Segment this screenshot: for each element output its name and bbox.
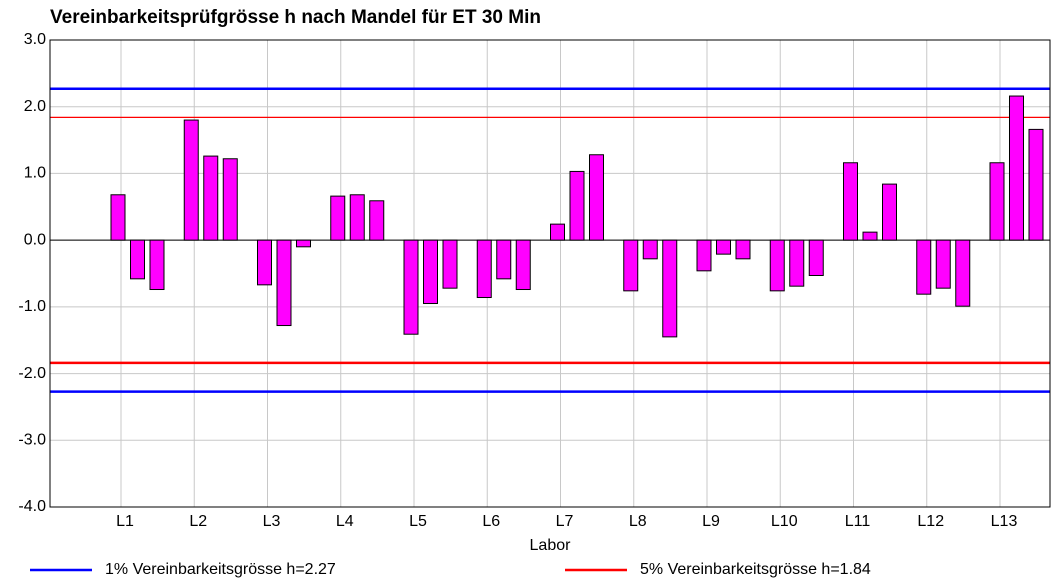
y-tick-label: -4.0 — [18, 498, 46, 515]
bar — [222, 158, 238, 241]
x-tick-label: L2 — [189, 513, 207, 530]
y-tick-label: -3.0 — [18, 432, 46, 449]
y-tick-label: 3.0 — [24, 31, 46, 48]
bar — [989, 162, 1005, 241]
y-tick-label: 1.0 — [24, 165, 46, 182]
bar — [589, 154, 604, 241]
bar — [696, 239, 712, 272]
x-tick-label: L4 — [336, 513, 354, 530]
bar — [1009, 95, 1024, 241]
bar — [569, 170, 585, 241]
bar — [623, 239, 639, 292]
bar — [515, 239, 531, 291]
bar — [403, 239, 419, 335]
bar — [955, 239, 971, 307]
x-tick-label: L10 — [771, 513, 798, 530]
bar — [735, 239, 751, 260]
bar — [808, 239, 824, 277]
bar — [716, 239, 731, 255]
bar — [882, 183, 897, 241]
legend-label: 1% Vereinbarkeitsgrösse h=2.27 — [105, 561, 336, 578]
bar — [423, 239, 438, 305]
bar — [935, 239, 951, 289]
bar — [662, 239, 678, 338]
bar — [550, 223, 565, 241]
x-tick-label: L1 — [116, 513, 134, 530]
x-axis-label: Labor — [530, 537, 572, 554]
bar — [496, 239, 512, 280]
bar — [330, 195, 346, 241]
bar — [296, 239, 311, 248]
y-tick-label: -2.0 — [18, 365, 46, 382]
bar — [916, 239, 932, 295]
bar — [110, 194, 126, 241]
bar — [149, 239, 165, 291]
legend-label: 5% Vereinbarkeitsgrösse h=1.84 — [640, 561, 871, 578]
bar — [276, 239, 292, 327]
plot-frame — [49, 39, 1051, 508]
chart-title: Vereinbarkeitsprüfgrösse h nach Mandel f… — [50, 7, 541, 28]
bar — [642, 239, 658, 260]
x-tick-label: L12 — [917, 513, 944, 530]
bar — [183, 119, 199, 241]
x-tick-label: L8 — [629, 513, 647, 530]
bar — [1028, 128, 1044, 241]
bar — [257, 239, 272, 286]
x-tick-label: L3 — [263, 513, 281, 530]
x-tick-label: L11 — [845, 513, 871, 530]
bar — [130, 239, 145, 280]
x-tick-label: L7 — [556, 513, 574, 530]
x-tick-label: L9 — [702, 513, 720, 530]
y-tick-label: 0.0 — [24, 231, 46, 248]
y-tick-label: -1.0 — [18, 298, 46, 315]
x-tick-label: L5 — [409, 513, 427, 530]
x-tick-label: L6 — [482, 513, 500, 530]
bar — [349, 194, 365, 241]
bar — [862, 231, 878, 241]
bar — [789, 239, 805, 287]
bar — [442, 239, 458, 289]
bar — [843, 162, 858, 241]
bar — [769, 239, 785, 292]
y-tick-label: 2.0 — [24, 98, 46, 115]
bar — [369, 200, 385, 241]
x-tick-label: L13 — [991, 513, 1018, 530]
bar — [203, 155, 219, 241]
bar — [476, 239, 492, 299]
